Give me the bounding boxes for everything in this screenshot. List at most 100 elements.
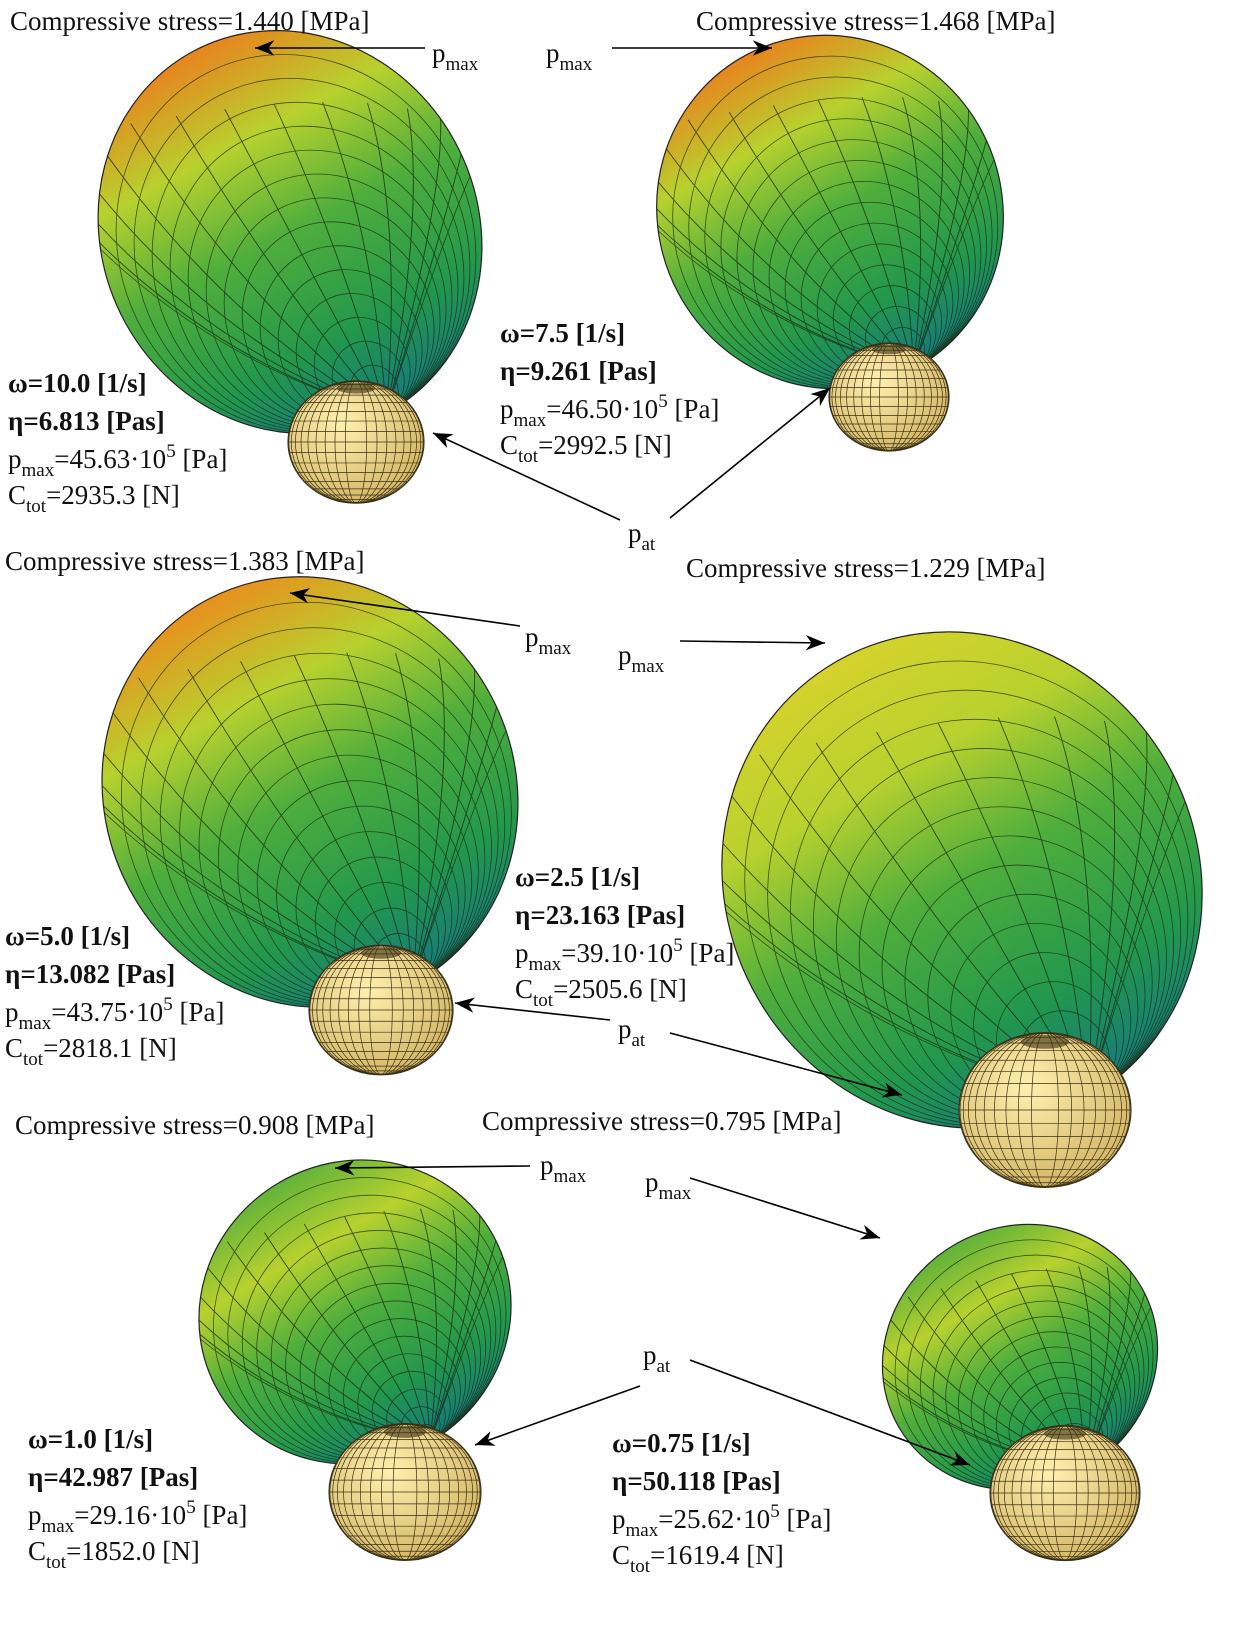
stress-label: Compressive stress=1.383 [MPa]: [5, 546, 364, 576]
text-part: p: [643, 1340, 657, 1370]
pat-pointer: pat: [628, 518, 656, 555]
text-part: p: [628, 518, 642, 548]
text-part: =2935.3 [N]: [46, 480, 180, 510]
text-part: [Pa]: [176, 444, 228, 474]
text-part: =25.62·10: [658, 1504, 770, 1534]
text-part: C: [28, 1536, 46, 1566]
sphere-pole: [361, 947, 401, 959]
text-part: p: [28, 1500, 42, 1530]
text-part: =46.50·10: [546, 394, 658, 424]
pmax-pointer: pmax: [432, 38, 479, 75]
ctot-label: Ctot=2992.5 [N]: [500, 430, 672, 467]
text-part: =2505.6 [N]: [553, 974, 687, 1004]
text-part: max: [529, 954, 562, 975]
omega-label: ω=10.0 [1/s]: [8, 368, 147, 398]
text-part: max: [659, 1183, 692, 1204]
text-part: p: [546, 38, 560, 68]
text-part: =2818.1 [N]: [43, 1033, 177, 1063]
text-part: max: [554, 1166, 587, 1187]
text-part: =1619.4 [N]: [650, 1540, 784, 1570]
pmax-pointer: pmax: [546, 38, 593, 75]
text-part: p: [5, 997, 19, 1027]
text-part: max: [19, 1013, 52, 1034]
text-part: at: [657, 1356, 671, 1377]
text-part: 5: [166, 441, 176, 462]
text-part: 5: [770, 1501, 780, 1522]
text-part: max: [514, 410, 547, 431]
stress-label: Compressive stress=0.908 [MPa]: [15, 1110, 374, 1140]
omega-label: ω=1.0 [1/s]: [28, 1424, 153, 1454]
figure: Compressive stress=1.440 [MPa] ω=10.0 [1/…: [0, 0, 1258, 1628]
text-part: [Pa]: [780, 1504, 832, 1534]
pmax-label: pmax=29.16·105 [Pa]: [28, 1497, 247, 1537]
sphere-pole: [1021, 1035, 1069, 1049]
text-part: [Pa]: [683, 938, 735, 968]
text-part: at: [632, 1030, 646, 1051]
text-part: max: [539, 638, 572, 659]
stress-label: Compressive stress=1.229 [MPa]: [686, 553, 1045, 583]
text-part: =43.75·10: [51, 997, 163, 1027]
text-part: p: [515, 938, 529, 968]
sphere-pole: [337, 383, 375, 394]
text-part: max: [632, 656, 665, 677]
text-part: =39.10·10: [561, 938, 673, 968]
text-part: C: [5, 1033, 23, 1063]
omega-label: ω=0.75 [1/s]: [612, 1428, 751, 1458]
text-part: C: [8, 480, 26, 510]
ctot-label: Ctot=2935.3 [N]: [8, 480, 180, 517]
text-part: p: [525, 622, 539, 652]
pat-pointer: pat: [643, 1340, 671, 1377]
text-part: max: [626, 1520, 659, 1541]
text-part: max: [22, 460, 55, 481]
pointer-arrow: [690, 1178, 880, 1238]
text-part: C: [515, 974, 533, 1004]
stress-label: Compressive stress=0.795 [MPa]: [482, 1106, 841, 1136]
sphere-pole: [1044, 1428, 1086, 1440]
eta-label: η=42.987 [Pas]: [28, 1462, 198, 1492]
text-part: tot: [518, 446, 539, 467]
pmax-pointer: pmax: [525, 622, 572, 659]
text-part: max: [560, 54, 593, 75]
pressure-lobe: [595, 0, 1066, 450]
text-part: 5: [186, 1497, 196, 1518]
ctot-label: Ctot=2818.1 [N]: [5, 1033, 177, 1070]
text-part: p: [432, 38, 446, 68]
text-part: tot: [46, 1552, 67, 1573]
omega-label: ω=5.0 [1/s]: [5, 921, 130, 951]
text-part: p: [540, 1150, 554, 1180]
ctot-label: Ctot=1619.4 [N]: [612, 1540, 784, 1577]
text-part: max: [446, 54, 479, 75]
eta-label: η=23.163 [Pas]: [515, 900, 685, 930]
sphere-pole: [872, 345, 906, 355]
omega-label: ω=2.5 [1/s]: [515, 862, 640, 892]
eta-label: η=50.118 [Pas]: [612, 1466, 781, 1496]
text-part: =29.16·10: [74, 1500, 186, 1530]
text-part: p: [500, 394, 514, 424]
lobe-surface: [595, 0, 1066, 450]
text-part: p: [645, 1167, 659, 1197]
text-part: 5: [163, 994, 173, 1015]
text-part: p: [8, 444, 22, 474]
sphere-pole: [384, 1426, 427, 1438]
pmax-label: pmax=25.62·105 [Pa]: [612, 1501, 831, 1541]
pmax-pointer: pmax: [540, 1150, 587, 1187]
text-part: tot: [533, 990, 554, 1011]
text-part: C: [612, 1540, 630, 1570]
text-part: [Pa]: [668, 394, 720, 424]
text-part: max: [42, 1516, 75, 1537]
stress-label: Compressive stress=1.468 [MPa]: [696, 6, 1055, 36]
stress-label: Compressive stress=1.440 [MPa]: [10, 6, 369, 36]
omega-label: ω=7.5 [1/s]: [500, 318, 625, 348]
eta-label: η=6.813 [Pas]: [8, 406, 165, 436]
text-part: p: [618, 1014, 632, 1044]
ctot-label: Ctot=1852.0 [N]: [28, 1536, 200, 1573]
text-part: =2992.5 [N]: [538, 430, 672, 460]
text-part: at: [642, 534, 656, 555]
text-part: tot: [630, 1556, 651, 1577]
text-part: p: [612, 1504, 626, 1534]
text-part: p: [618, 640, 632, 670]
text-part: [Pa]: [173, 997, 225, 1027]
text-part: 5: [658, 391, 668, 412]
pmax-label: pmax=43.75·105 [Pa]: [5, 994, 224, 1034]
eta-label: η=13.082 [Pas]: [5, 959, 175, 989]
